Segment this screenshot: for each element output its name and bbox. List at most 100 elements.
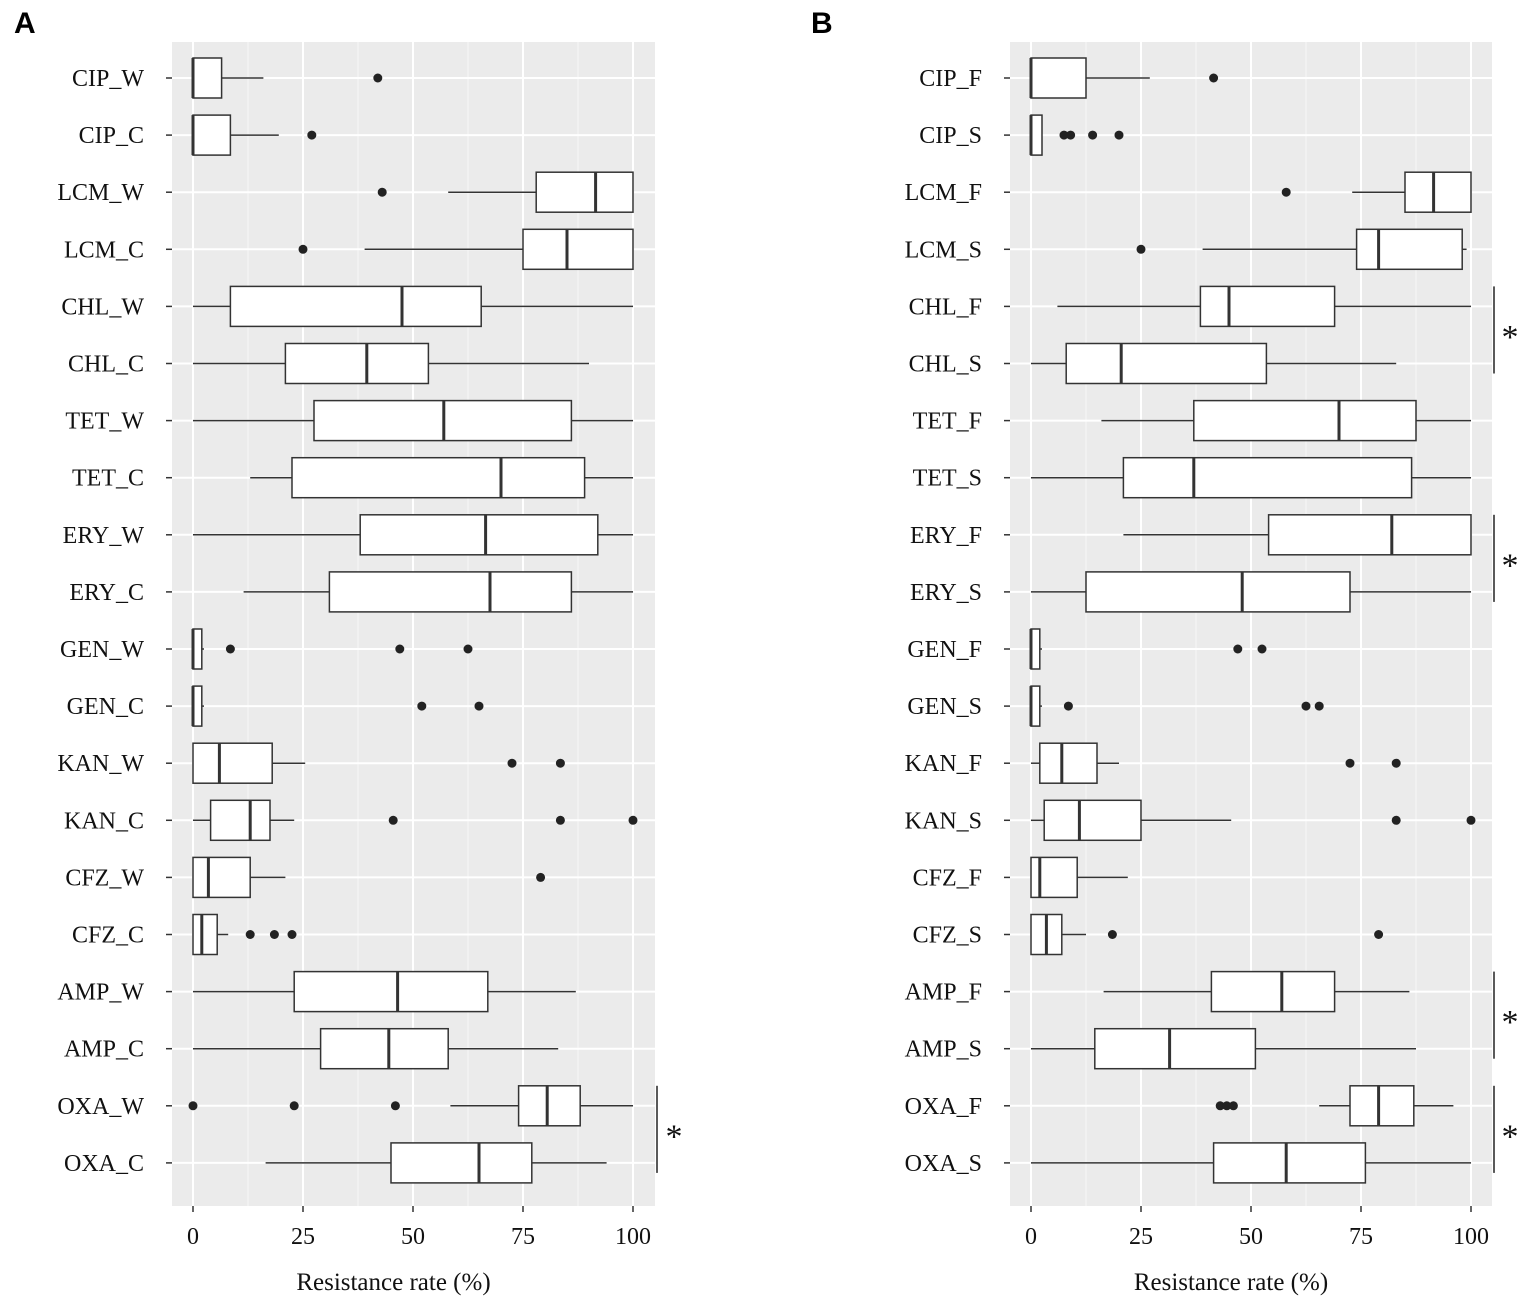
- outlier-point: [1059, 130, 1069, 140]
- y-tick-label: TET_C: [72, 466, 144, 492]
- outlier-point: [245, 930, 255, 939]
- outlier-point: [536, 872, 546, 882]
- outlier-point: [1345, 758, 1355, 768]
- y-tick-label: TET_F: [913, 409, 982, 435]
- box-lcm_c: [298, 228, 634, 271]
- significance-star: *: [1502, 547, 1519, 584]
- outlier-point: [1114, 130, 1124, 140]
- y-tick-label: OXA_W: [57, 1094, 144, 1120]
- box-tet_f: [1101, 399, 1471, 442]
- y-tick-label: GEN_W: [60, 637, 144, 663]
- x-tick-label: 25: [1129, 1224, 1153, 1250]
- y-tick-label: TET_S: [913, 466, 982, 492]
- box-iqr: [1094, 1027, 1257, 1070]
- box-iqr: [192, 57, 223, 99]
- outlier-point: [1281, 187, 1291, 197]
- box-kan_w: [192, 742, 565, 784]
- significance-star: *: [666, 1118, 683, 1155]
- box-iqr: [1210, 970, 1336, 1013]
- x-tick-label: 100: [1453, 1224, 1489, 1250]
- y-tick-label: GEN_C: [67, 694, 144, 720]
- outlier-point: [1222, 1101, 1232, 1111]
- box-iqr: [1349, 1085, 1415, 1127]
- y-tick-label: CFZ_C: [72, 923, 144, 949]
- box-gen_f: [1029, 628, 1267, 670]
- box-oxa_c: [265, 1142, 607, 1184]
- box-gen_c: [191, 685, 484, 727]
- box-iqr: [291, 456, 586, 499]
- box-kan_c: [193, 799, 638, 842]
- box-iqr: [359, 514, 599, 556]
- outlier-point: [1063, 701, 1073, 711]
- box-tet_s: [1031, 456, 1471, 499]
- box-iqr: [522, 228, 634, 271]
- outlier-point: [463, 644, 473, 654]
- box-iqr: [328, 571, 573, 613]
- outlier-point: [1088, 130, 1098, 140]
- box-cip_c: [191, 114, 317, 156]
- outlier-point: [1466, 815, 1476, 825]
- box-iqr: [1043, 799, 1142, 842]
- panel-a: A CIP_W CIP_C LCM_W LCM_C CHL_W CHL_C TET_W TET_…: [14, 7, 683, 1296]
- outlier-point: [555, 815, 565, 825]
- panel-label: B: [811, 7, 833, 40]
- box-cip_w: [191, 57, 383, 99]
- y-tick-label: CIP_F: [919, 66, 982, 92]
- x-tick-label: 100: [615, 1224, 651, 1250]
- y-tick-label: GEN_S: [907, 694, 982, 720]
- y-tick-label: OXA_C: [64, 1151, 144, 1177]
- y-tick-label: ERY_F: [910, 523, 982, 549]
- y-tick-label: GEN_F: [907, 637, 982, 663]
- box-kan_f: [1031, 742, 1401, 784]
- y-tick-label: CIP_W: [72, 66, 144, 92]
- box-cfz_f: [1030, 856, 1128, 899]
- y-tick-label: KAN_W: [57, 751, 144, 777]
- box-iqr: [1030, 114, 1043, 156]
- box-tet_c: [250, 456, 633, 499]
- outlier-point: [555, 758, 565, 768]
- box-tet_w: [193, 399, 633, 442]
- outlier-point: [388, 815, 398, 825]
- box-iqr: [1267, 514, 1472, 556]
- box-cfz_s: [1030, 913, 1384, 956]
- outlier-point: [377, 187, 387, 197]
- box-iqr: [390, 1142, 533, 1184]
- outlier-point: [1209, 73, 1219, 83]
- y-tick-label: CHL_S: [909, 352, 982, 378]
- box-oxa_w: [188, 1085, 633, 1127]
- significance-star: *: [1502, 319, 1519, 356]
- box-iqr: [192, 856, 251, 899]
- outlier-point: [628, 815, 638, 825]
- y-tick-label: AMP_S: [905, 1037, 982, 1063]
- outlier-point: [298, 244, 308, 254]
- outlier-point: [1391, 758, 1401, 768]
- box-chl_s: [1031, 342, 1397, 385]
- outlier-point: [269, 930, 279, 939]
- y-tick-label: AMP_C: [64, 1037, 144, 1063]
- box-amp_s: [1031, 1027, 1416, 1070]
- outlier-point: [474, 701, 484, 711]
- x-tick-label: 50: [401, 1224, 425, 1250]
- x-tick-label: 75: [1349, 1224, 1373, 1250]
- box-cip_s: [1029, 114, 1124, 156]
- y-tick-label: OXA_F: [905, 1094, 982, 1120]
- y-tick-label: KAN_F: [905, 751, 982, 777]
- box-iqr: [1355, 228, 1463, 271]
- box-lcm_s: [1136, 228, 1467, 271]
- outlier-point: [287, 930, 297, 939]
- y-tick-label: AMP_W: [57, 980, 144, 1006]
- box-ery_s: [1031, 571, 1471, 613]
- box-iqr: [535, 171, 634, 213]
- y-tick-label: OXA_S: [905, 1151, 982, 1177]
- significance-star: *: [1502, 1004, 1519, 1041]
- outlier-point: [1257, 644, 1267, 654]
- outlier-point: [390, 1101, 400, 1111]
- box-iqr: [1122, 456, 1413, 499]
- outlier-point: [1391, 815, 1401, 825]
- box-iqr: [1193, 399, 1417, 442]
- outlier-point: [395, 644, 405, 654]
- y-tick-label: ERY_W: [63, 523, 145, 549]
- y-tick-label: LCM_F: [905, 180, 982, 206]
- x-tick-label: 0: [187, 1224, 199, 1250]
